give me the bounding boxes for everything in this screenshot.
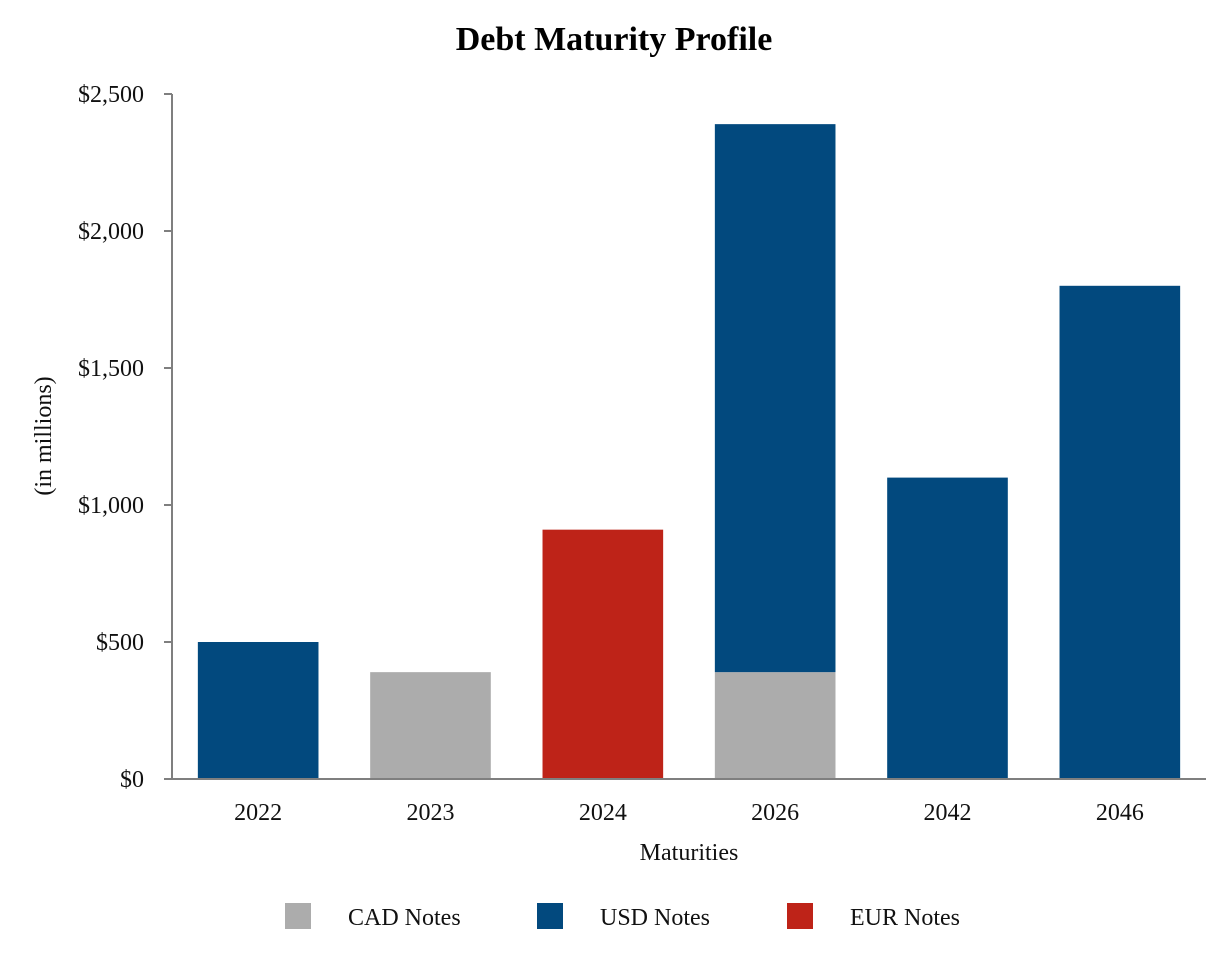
x-axis: 2022 2023 2024 2026 2042 2046 (172, 778, 1206, 826)
bar-cad-notes-2026 (714, 672, 836, 779)
y-tick-label: $2,000 (78, 219, 144, 245)
legend-swatch (537, 903, 563, 929)
bar-eur-notes-2024 (542, 529, 664, 779)
y-axis-title: (in millions) (31, 376, 57, 495)
legend-item: CAD Notes (285, 903, 461, 931)
y-tick-label: $0 (120, 767, 144, 793)
legend-swatch (787, 903, 813, 929)
x-tick-label: 2026 (751, 800, 799, 826)
legend-item: USD Notes (537, 903, 710, 931)
x-tick-label: 2042 (924, 800, 972, 826)
legend-label: EUR Notes (850, 905, 960, 931)
y-tick-label: $500 (96, 630, 144, 656)
bar-usd-notes-2046 (1059, 285, 1181, 779)
bar-usd-notes-2042 (887, 477, 1008, 779)
bars (197, 124, 1181, 779)
chart-title: Debt Maturity Profile (456, 21, 773, 58)
legend-label: USD Notes (600, 905, 710, 931)
x-tick-label: 2022 (234, 800, 282, 826)
legend-swatch (285, 903, 311, 929)
y-tick-label: $1,000 (78, 493, 144, 519)
legend-item: EUR Notes (787, 903, 960, 931)
y-tick-label: $1,500 (78, 356, 144, 382)
x-axis-title: Maturities (640, 840, 739, 866)
x-tick-label: 2046 (1096, 800, 1144, 826)
x-tick-label: 2023 (407, 800, 455, 826)
y-tick-label: $2,500 (78, 82, 144, 108)
bar-cad-notes-2023 (370, 672, 491, 779)
y-axis: $0 $500 $1,000 $1,500 $2,000 $2,500 (78, 82, 173, 793)
x-tick-label: 2024 (579, 800, 627, 826)
legend: CAD Notes USD Notes EUR Notes (285, 903, 960, 931)
legend-label: CAD Notes (348, 905, 461, 931)
bar-usd-notes-2026 (714, 124, 836, 673)
bar-usd-notes-2022 (197, 642, 319, 779)
